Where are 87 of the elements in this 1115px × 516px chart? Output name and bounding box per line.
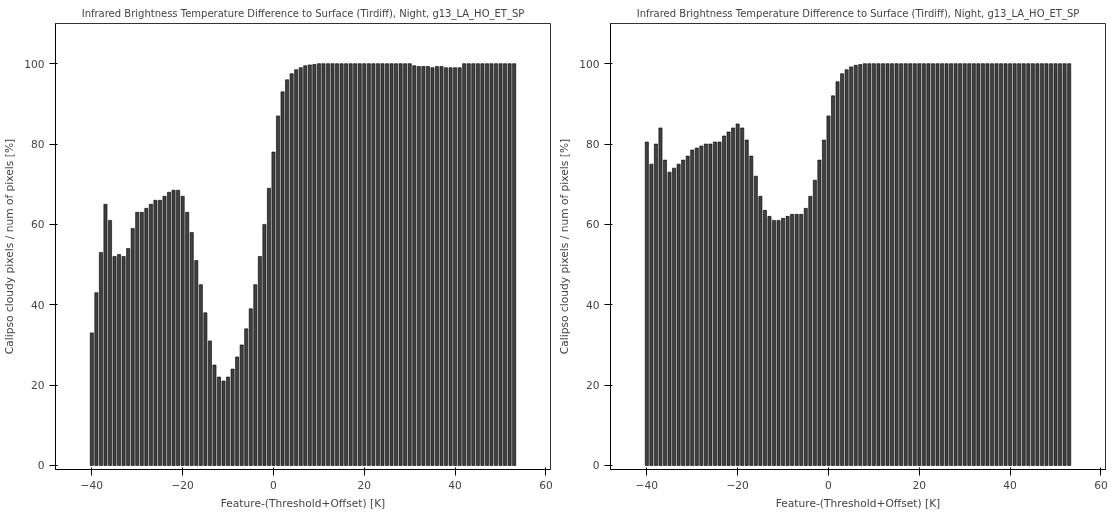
bar	[894, 63, 899, 466]
bar	[1062, 63, 1067, 466]
x-tick-label: 40	[1003, 478, 1018, 492]
bar	[708, 143, 713, 466]
bar	[917, 63, 922, 466]
bar	[339, 63, 344, 466]
bar	[726, 131, 731, 466]
y-tick-label: 40	[585, 298, 600, 312]
bar	[471, 63, 476, 466]
bar	[1003, 63, 1008, 466]
bar	[457, 67, 462, 466]
bar	[994, 63, 999, 466]
bar	[153, 199, 158, 466]
x-tick-label: 40	[448, 478, 463, 492]
bar	[362, 63, 367, 466]
bar	[1053, 63, 1058, 466]
bar	[844, 69, 849, 466]
bar	[398, 63, 403, 466]
y-tick-label: 40	[30, 298, 45, 312]
bar	[735, 123, 740, 466]
bar	[171, 189, 176, 466]
bar	[348, 63, 353, 466]
y-tick-label: 0	[37, 459, 45, 473]
bar	[448, 67, 453, 466]
bar	[103, 204, 108, 466]
x-tick-label: 0	[270, 478, 278, 492]
bar	[330, 63, 335, 466]
bar	[885, 63, 890, 466]
bar	[976, 63, 981, 466]
x-tick-label: 0	[825, 478, 833, 492]
bar	[439, 66, 444, 466]
chart-title: Infrared Brightness Temperature Difference to Surface (Tirdiff), Night, g13_LA_HO_ET_SP	[636, 7, 1080, 20]
bar	[1026, 63, 1031, 466]
y-tick-label: 0	[592, 459, 600, 473]
bar	[380, 63, 385, 466]
y-tick-label: 80	[585, 138, 600, 152]
bar	[867, 63, 872, 466]
bar	[935, 63, 940, 466]
bar	[1035, 63, 1040, 466]
x-tick-label: −20	[726, 478, 750, 492]
bar	[421, 66, 426, 466]
y-axis-title: Calipso cloudy pixels / num of pixels [%]	[3, 138, 17, 355]
bar	[221, 380, 226, 466]
bar	[1044, 63, 1049, 466]
x-tick-label: 20	[357, 478, 372, 492]
bar	[676, 163, 681, 466]
chart-title: Infrared Brightness Temperature Difference to Surface (Tirdiff), Night, g13_LA_HO_ET_SP	[81, 7, 525, 20]
x-tick-label: −20	[171, 478, 195, 492]
y-axis-title: Calipso cloudy pixels / num of pixels [%]	[558, 138, 572, 355]
bar	[985, 63, 990, 466]
x-tick-label: 60	[1094, 478, 1108, 492]
x-axis-title: Feature-(Threshold+Offset) [K]	[775, 496, 941, 510]
y-tick-label: 80	[30, 138, 45, 152]
bar	[144, 208, 149, 466]
bar	[944, 63, 949, 466]
bar	[953, 63, 958, 466]
bar	[699, 145, 704, 466]
y-tick-label: 60	[585, 218, 600, 232]
bar	[312, 64, 317, 466]
bar	[794, 214, 799, 466]
bar	[430, 67, 435, 466]
y-tick-label: 100	[24, 57, 45, 71]
y-tick-label: 20	[30, 379, 45, 393]
bar	[480, 63, 485, 466]
bar	[321, 63, 326, 466]
bar	[162, 195, 167, 466]
x-tick-label: −40	[635, 478, 659, 492]
x-tick-label: 60	[539, 478, 553, 492]
bar	[289, 73, 294, 466]
bar	[926, 63, 931, 466]
x-tick-label: −40	[80, 478, 104, 492]
x-tick-label: 20	[912, 478, 927, 492]
bar	[785, 216, 790, 466]
y-tick-label: 60	[30, 218, 45, 232]
bar	[658, 127, 663, 466]
bar	[876, 63, 881, 466]
bar	[498, 63, 503, 466]
bar	[371, 63, 376, 466]
bar	[1012, 63, 1017, 466]
y-tick-label: 100	[579, 57, 600, 71]
bar	[389, 63, 394, 466]
bar	[903, 63, 908, 466]
bar	[489, 63, 494, 466]
bar	[776, 220, 781, 466]
x-axis-title: Feature-(Threshold+Offset) [K]	[220, 496, 386, 510]
y-tick-label: 20	[585, 379, 600, 393]
bar	[507, 63, 512, 466]
